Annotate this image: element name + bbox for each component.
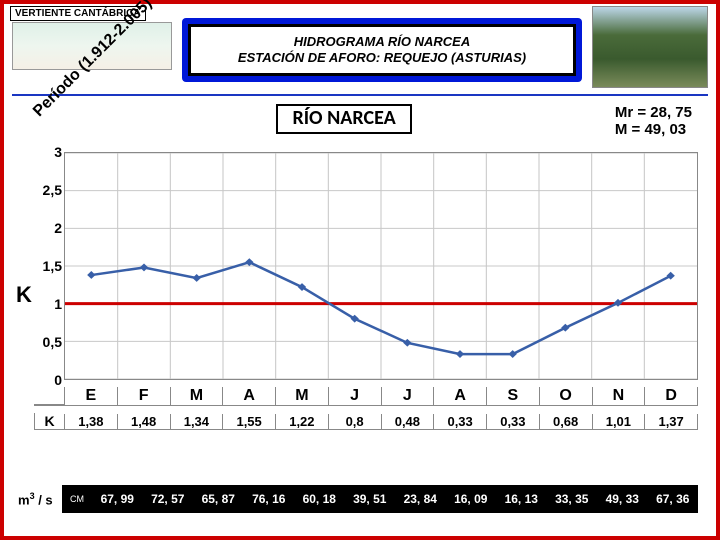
month-cell: M	[275, 387, 328, 405]
m3-cell: 49, 33	[597, 492, 648, 506]
y-tick-label: 1,5	[43, 258, 62, 274]
k-value-cell: 1,22	[275, 414, 328, 429]
y-tick-label: 3	[54, 144, 62, 160]
landscape-photo	[592, 6, 708, 88]
k-value-cell: 1,37	[644, 414, 697, 429]
title-line-1: HIDROGRAMA RÍO NARCEA	[294, 34, 470, 50]
m3-cell: 65, 87	[193, 492, 244, 506]
k-value-cell: 1,34	[170, 414, 223, 429]
m3-cell: 33, 35	[547, 492, 598, 506]
k-value-cell: 1,38	[65, 414, 117, 429]
month-cell: M	[170, 387, 223, 405]
month-cell: D	[644, 387, 697, 405]
k-values-row: 1,381,481,341,551,220,80,480,330,330,681…	[64, 414, 698, 430]
month-cell: E	[65, 387, 117, 405]
y-axis-label: K	[16, 282, 32, 308]
y-tick-label: 2,5	[43, 182, 62, 198]
month-cell: A	[222, 387, 275, 405]
month-cell: A	[433, 387, 486, 405]
month-cell: J	[328, 387, 381, 405]
k-value-cell: 1,01	[592, 414, 645, 429]
month-cell: F	[117, 387, 170, 405]
header-divider	[12, 94, 708, 96]
m3-cell: 72, 57	[143, 492, 194, 506]
k-value-cell: 0,33	[486, 414, 539, 429]
y-tick-label: 1	[54, 296, 62, 312]
m3-cell: 23, 84	[395, 492, 446, 506]
y-tick-label: 0,5	[43, 334, 62, 350]
k-value-cell: 0,33	[433, 414, 486, 429]
k-value-cell: 0,48	[381, 414, 434, 429]
plot-area	[64, 152, 698, 380]
title-container: HIDROGRAMA RÍO NARCEA ESTACIÓN DE AFORO:…	[182, 18, 582, 82]
x-row-empty-head	[34, 404, 64, 406]
m3-cells: 67, 9972, 5765, 8776, 1660, 1839, 5123, …	[92, 492, 698, 506]
data-marker	[456, 350, 464, 358]
chart: K EFMAMJJASOND K 1,381,481,341,551,220,8…	[34, 122, 698, 442]
data-marker	[87, 271, 95, 279]
m3-cm-label: CM	[62, 494, 92, 504]
month-cell: N	[592, 387, 645, 405]
m3-cell: 67, 36	[648, 492, 699, 506]
data-marker	[140, 264, 148, 272]
m3-label: m3 / s	[18, 491, 62, 507]
months-row: EFMAMJJASOND	[64, 387, 698, 406]
m3-cell: 39, 51	[345, 492, 396, 506]
gridlines	[65, 153, 697, 379]
m3-row: m3 / s CM 67, 9972, 5765, 8776, 1660, 18…	[18, 484, 698, 514]
slide: VERTIENTE CANTÁBRICA HIDROGRAMA RÍO NARC…	[0, 0, 720, 540]
main-content: Período (1.912-2.005) RÍO NARCEA Mr = 28…	[12, 104, 708, 528]
y-tick-label: 0	[54, 372, 62, 388]
k-value-cell: 1,55	[222, 414, 275, 429]
k-value-cell: 1,48	[117, 414, 170, 429]
k-row-head: K	[34, 413, 64, 430]
stat-mr: Mr = 28, 75	[615, 104, 692, 121]
m3-cell: 16, 09	[446, 492, 497, 506]
title-box: HIDROGRAMA RÍO NARCEA ESTACIÓN DE AFORO:…	[188, 24, 576, 76]
data-marker	[192, 274, 200, 282]
m3-cell: 60, 18	[294, 492, 345, 506]
title-line-2: ESTACIÓN DE AFORO: REQUEJO (ASTURIAS)	[238, 50, 526, 66]
plot-svg	[65, 153, 697, 379]
y-tick-label: 2	[54, 220, 62, 236]
m3-values-bar: CM 67, 9972, 5765, 8776, 1660, 1839, 512…	[62, 485, 698, 513]
data-marker	[403, 339, 411, 347]
m3-cell: 16, 13	[496, 492, 547, 506]
k-value-cell: 0,68	[539, 414, 592, 429]
month-cell: S	[486, 387, 539, 405]
m3-cell: 67, 99	[92, 492, 143, 506]
k-value-cell: 0,8	[328, 414, 381, 429]
m3-cell: 76, 16	[244, 492, 295, 506]
month-cell: O	[539, 387, 592, 405]
month-cell: J	[381, 387, 434, 405]
